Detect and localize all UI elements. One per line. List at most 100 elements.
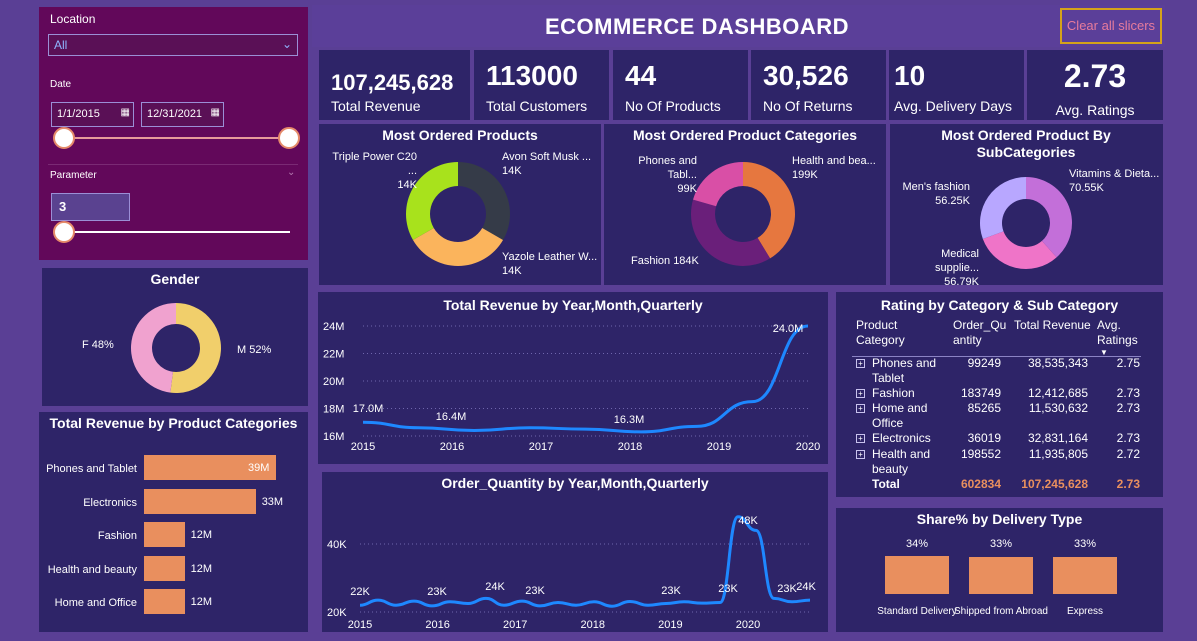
divider (852, 356, 1141, 357)
data-label: 16.4M (436, 411, 467, 423)
expand-icon[interactable]: + (856, 389, 865, 398)
donut-slice[interactable] (458, 162, 510, 240)
column-header[interactable]: Order_Qu antity (953, 318, 1007, 347)
data-label: 17.0M (353, 403, 384, 415)
cell-quantity: 36019 (967, 431, 1001, 445)
bar[interactable] (1053, 557, 1117, 594)
donut-slice[interactable] (982, 231, 1057, 269)
label-value: 56.25K (935, 195, 970, 207)
donut-slice[interactable] (980, 177, 1026, 239)
cell-rating: 2.73 (1116, 401, 1140, 415)
kpi-value: 44 (625, 60, 657, 91)
date-slider-track[interactable] (64, 137, 290, 139)
date-slider-start-handle[interactable] (53, 127, 75, 149)
kpi-label: Avg. Ratings (1055, 102, 1135, 118)
rating-table-panel: Rating by Category & Sub Category Produc… (836, 292, 1163, 497)
donut-slice[interactable] (743, 162, 795, 259)
label-text: Vitamins & Dieta... (1069, 168, 1160, 180)
bar[interactable] (144, 522, 185, 547)
donut-label: Medical supplie... 56.79K (895, 247, 979, 289)
kpi-delivery-days: 10 Avg. Delivery Days (889, 50, 1024, 120)
bar-value-label: 33% (1073, 538, 1097, 550)
label-text: Phones and Tabl... (638, 155, 697, 181)
x-tick-label: 2020 (736, 619, 760, 631)
x-tick-label: 2020 (796, 441, 820, 453)
chart-title: Share% by Delivery Type (916, 511, 1083, 527)
calendar-icon: ▦ (120, 107, 130, 118)
data-label: 16.3M (614, 414, 645, 426)
kpi-value: 30,526 (763, 60, 849, 91)
column-header[interactable]: Total Revenue (1014, 318, 1091, 332)
chevron-down-icon: ⌄ (287, 167, 296, 178)
y-tick-label: 20K (327, 607, 347, 619)
label-text: Triple Power C20 ... (332, 151, 417, 177)
label-text: Avon Soft Musk ... (502, 151, 592, 163)
sort-desc-icon[interactable]: ▼ (1100, 348, 1108, 357)
donut-slice[interactable] (412, 228, 504, 266)
clear-slicers-button[interactable]: Clear all slicers (1060, 8, 1162, 44)
cell-category: Phones and Tablet (872, 356, 937, 385)
column-header[interactable]: Avg. Ratings (1097, 318, 1138, 347)
gender-chart: Gender F 48% M 52% (42, 268, 308, 406)
date-slider-end-handle[interactable] (278, 127, 300, 149)
chevron-down-icon: ⌄ (281, 37, 292, 51)
donut-group (406, 162, 510, 266)
kpi-ratings: 2.73 Avg. Ratings (1027, 50, 1163, 120)
donut-label: M 52% (237, 344, 272, 356)
x-tick-label: 2019 (658, 619, 682, 631)
data-label: 48K (738, 515, 758, 527)
bar[interactable] (144, 555, 185, 581)
slicer-panel: Location All ⌄ Date 1/1/2015 ▦ 12/31/202… (39, 7, 308, 260)
donut-slice[interactable] (691, 199, 771, 266)
expand-icon[interactable]: + (856, 434, 865, 443)
bar-category-label: Shipped from Abroad (954, 606, 1048, 617)
cell-rating: 2.75 (1116, 356, 1140, 370)
data-label: 23K (777, 583, 797, 595)
bar[interactable] (885, 556, 949, 594)
cell-category: Electronics (872, 431, 931, 445)
header-bar: ECOMMERCE DASHBOARD Clear all slicers (312, 5, 1165, 47)
expand-icon[interactable]: + (856, 404, 865, 413)
expand-icon[interactable]: + (856, 450, 865, 459)
expand-icon[interactable]: + (856, 359, 865, 368)
bar[interactable] (144, 488, 256, 514)
date-end-input[interactable]: 12/31/2021 ▦ (141, 102, 224, 127)
donut-slice[interactable] (170, 303, 221, 393)
x-tick-label: 2015 (348, 619, 372, 631)
x-tick-label: 2019 (707, 441, 731, 453)
cell-rating: 2.72 (1116, 447, 1140, 461)
parameter-slider-track[interactable] (64, 231, 290, 233)
chart-title: Order_Quantity by Year,Month,Quarterly (441, 475, 709, 491)
cell-rating: 2.73 (1116, 431, 1140, 445)
donut-group (980, 177, 1072, 269)
donut-slice[interactable] (130, 303, 176, 393)
chart-title: Most Ordered Product By SubCategories (941, 127, 1111, 160)
bar[interactable] (969, 557, 1033, 594)
column-header[interactable]: Product Category (856, 318, 905, 347)
table-title: Rating by Category & Sub Category (880, 297, 1119, 313)
bar-category-label: Home and Office (54, 597, 137, 609)
data-label: 23K (427, 586, 447, 598)
bar[interactable] (144, 455, 276, 480)
date-start-input[interactable]: 1/1/2015 ▦ (51, 102, 134, 127)
donut-label: Vitamins & Dieta... 70.55K (1069, 167, 1159, 195)
bar-category-label: Health and beauty (47, 563, 137, 576)
kpi-value: 2.73 (1063, 58, 1127, 94)
donut-svg (406, 162, 510, 266)
label-value: 99K (677, 183, 697, 195)
donut-group (130, 303, 221, 393)
bar[interactable] (144, 589, 185, 614)
cell-quantity: 99249 (967, 356, 1001, 370)
date-end-value: 12/31/2021 (147, 108, 203, 120)
donut-slice[interactable] (693, 162, 743, 207)
donut-slice[interactable] (1026, 177, 1072, 258)
cell-revenue: 11,935,805 (1028, 447, 1088, 461)
location-dropdown[interactable]: All ⌄ (48, 34, 298, 56)
parameter-input[interactable]: 3 (51, 193, 130, 221)
donut-slice[interactable] (406, 162, 458, 240)
bar-value-label: 33% (989, 538, 1013, 550)
page-title: ECOMMERCE DASHBOARD (544, 14, 850, 39)
parameter-slider-handle[interactable] (53, 221, 75, 243)
label-text: Health and bea... (792, 155, 876, 167)
cell-category: Health and beauty (872, 447, 931, 476)
